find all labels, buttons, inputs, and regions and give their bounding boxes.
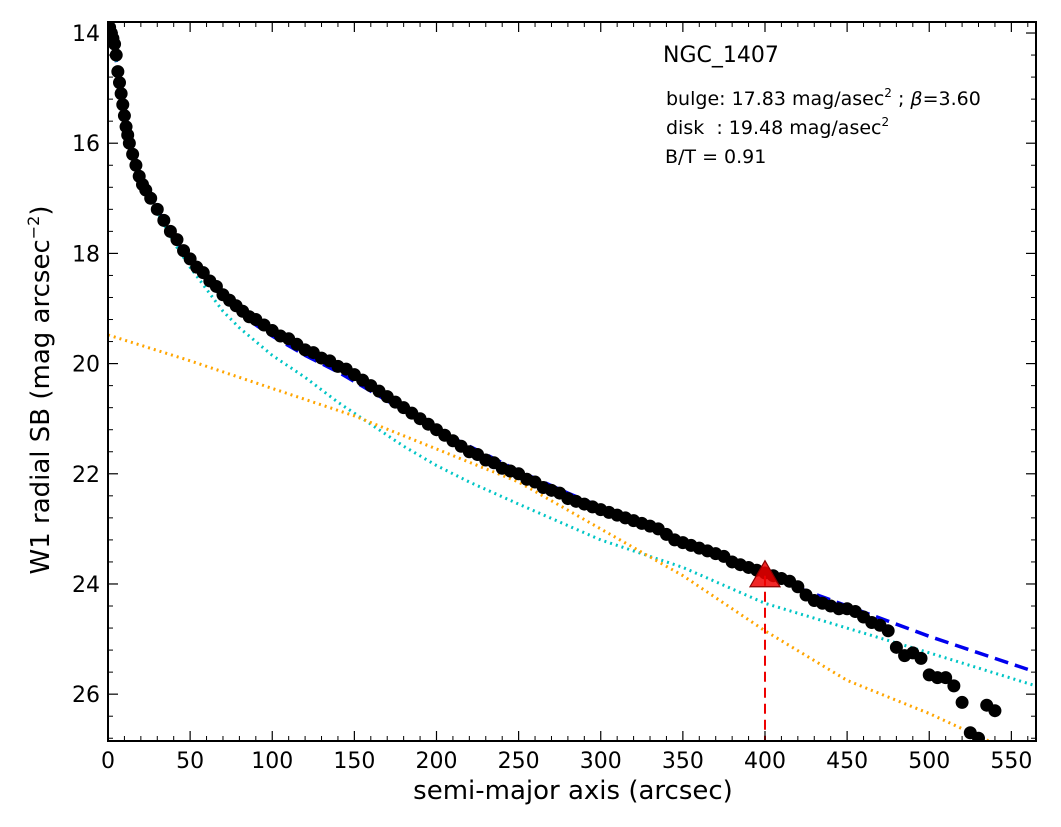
total_fit-curve bbox=[109, 27, 1029, 672]
chart-title: NGC_1407 bbox=[663, 43, 779, 68]
bulge-annotation: bulge: 17.83 mag/asec2 ; β=3.60 bbox=[666, 86, 981, 110]
x-tick-label: 450 bbox=[826, 749, 868, 774]
data-point bbox=[126, 147, 140, 161]
data-point bbox=[170, 233, 184, 247]
data-point bbox=[129, 158, 143, 172]
data-point bbox=[791, 580, 805, 594]
x-tick-label: 400 bbox=[744, 749, 786, 774]
y-tick-label: 20 bbox=[72, 353, 100, 378]
data-point bbox=[947, 679, 961, 693]
x-tick-label: 550 bbox=[990, 749, 1032, 774]
data-point bbox=[881, 624, 895, 638]
data-point bbox=[116, 98, 130, 112]
x-tick-label: 100 bbox=[251, 749, 293, 774]
data-point bbox=[108, 37, 122, 51]
data-point bbox=[157, 213, 171, 227]
data-point bbox=[955, 695, 969, 709]
data-point bbox=[150, 202, 164, 216]
data-point bbox=[144, 191, 158, 205]
disk-curve bbox=[108, 333, 993, 741]
y-axis-label: W1 radial SB (mag arcsec−2) bbox=[24, 206, 56, 575]
x-tick-label: 300 bbox=[580, 749, 622, 774]
y-tick-label: 14 bbox=[72, 22, 100, 47]
data-point bbox=[914, 651, 928, 665]
y-tick-label: 22 bbox=[72, 463, 100, 488]
axis-ticks: 0 50 100 150 200 250 300 350 400 450 500 550 14 16 18 2… bbox=[72, 22, 1036, 774]
x-tick-label: 0 bbox=[101, 749, 115, 774]
y-tick-label: 26 bbox=[72, 683, 100, 708]
x-axis-label: semi-major axis (arcsec) bbox=[413, 776, 733, 806]
data-point bbox=[889, 640, 903, 654]
data-point bbox=[988, 704, 1002, 718]
data-point bbox=[939, 671, 953, 685]
bt-annotation: B/T = 0.91 bbox=[665, 146, 766, 168]
data-point bbox=[114, 87, 128, 101]
x-tick-label: 250 bbox=[498, 749, 540, 774]
x-tick-label: 350 bbox=[662, 749, 704, 774]
bulge-curve bbox=[109, 30, 1036, 688]
data-point bbox=[117, 109, 131, 123]
disk-annotation: disk : 19.48 mag/asec2 bbox=[666, 115, 889, 139]
x-tick-label: 50 bbox=[176, 749, 204, 774]
data-point bbox=[122, 136, 136, 150]
x-tick-label: 200 bbox=[415, 749, 457, 774]
y-tick-label: 18 bbox=[72, 242, 100, 267]
transition-marker bbox=[748, 559, 782, 588]
plot-frame bbox=[107, 21, 1037, 742]
data-point bbox=[111, 65, 125, 79]
y-tick-label: 24 bbox=[72, 573, 100, 598]
data-point bbox=[112, 76, 126, 90]
x-tick-label: 500 bbox=[908, 749, 950, 774]
y-tick-label: 16 bbox=[72, 132, 100, 157]
plot-area bbox=[108, 22, 1036, 741]
x-tick-label: 150 bbox=[333, 749, 375, 774]
